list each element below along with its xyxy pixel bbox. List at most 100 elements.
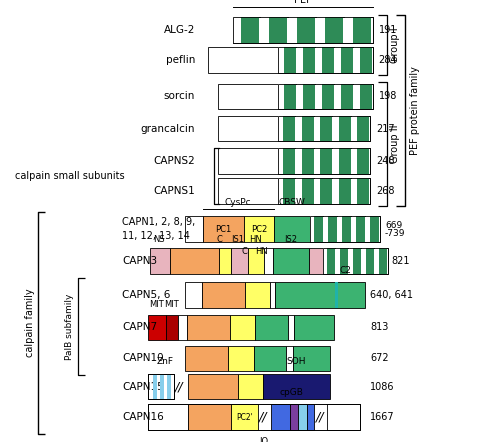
Bar: [232, 17, 372, 43]
Bar: [166, 315, 178, 340]
Bar: [310, 216, 314, 242]
Bar: [344, 17, 354, 43]
Bar: [278, 84, 372, 109]
Text: cpGB: cpGB: [280, 388, 303, 397]
Bar: [360, 84, 372, 109]
Bar: [322, 248, 388, 274]
Bar: [334, 84, 340, 109]
Bar: [302, 116, 314, 141]
Bar: [288, 17, 298, 43]
Text: CysPc: CysPc: [225, 198, 252, 207]
Bar: [187, 315, 230, 340]
Bar: [284, 178, 295, 204]
Bar: [286, 346, 292, 371]
Text: 821: 821: [392, 256, 410, 266]
Bar: [314, 216, 324, 242]
Bar: [340, 248, 348, 274]
Text: CAPN10: CAPN10: [122, 354, 164, 363]
Bar: [326, 404, 360, 430]
Bar: [284, 116, 295, 141]
Bar: [148, 373, 174, 400]
Bar: [310, 216, 380, 242]
Bar: [260, 17, 270, 43]
Text: HN: HN: [256, 247, 268, 256]
Bar: [339, 148, 350, 174]
Text: CBSW: CBSW: [278, 198, 305, 207]
Bar: [278, 178, 283, 204]
Bar: [278, 116, 283, 141]
Text: 198: 198: [378, 91, 397, 101]
Bar: [352, 248, 361, 274]
Bar: [244, 216, 274, 242]
Text: C2: C2: [339, 266, 351, 275]
Bar: [245, 282, 270, 308]
Text: C: C: [241, 247, 247, 256]
Text: //: //: [175, 380, 183, 393]
Text: PC2: PC2: [251, 225, 267, 233]
Bar: [348, 248, 352, 274]
Bar: [202, 216, 244, 242]
Bar: [278, 47, 283, 73]
Bar: [188, 373, 238, 400]
Text: 813: 813: [370, 323, 388, 332]
Text: grancalcin: grancalcin: [140, 124, 195, 133]
Text: CAPN5, 6: CAPN5, 6: [122, 290, 171, 300]
Text: //: //: [316, 411, 324, 423]
Bar: [296, 47, 302, 73]
Text: ALG-2: ALG-2: [164, 25, 195, 35]
Text: 1086: 1086: [370, 381, 394, 392]
Bar: [148, 404, 188, 430]
Text: Group II: Group II: [390, 124, 400, 163]
Text: sorcin: sorcin: [164, 91, 195, 101]
Bar: [148, 404, 360, 430]
Bar: [218, 148, 278, 174]
Bar: [352, 216, 356, 242]
Bar: [352, 148, 358, 174]
Bar: [278, 178, 370, 204]
Bar: [302, 84, 314, 109]
Text: 1667: 1667: [370, 412, 394, 422]
Bar: [302, 47, 314, 73]
Bar: [352, 178, 358, 204]
Bar: [185, 346, 228, 371]
Bar: [292, 346, 330, 371]
Bar: [326, 248, 335, 274]
Bar: [150, 248, 170, 274]
Bar: [264, 248, 272, 274]
Text: calpain small subunits: calpain small subunits: [15, 171, 124, 181]
Bar: [275, 282, 365, 308]
Bar: [314, 116, 320, 141]
Bar: [316, 84, 322, 109]
Bar: [358, 178, 369, 204]
Text: CAPN1, 2, 8, 9,: CAPN1, 2, 8, 9,: [122, 217, 196, 227]
Bar: [314, 178, 320, 204]
Text: NS: NS: [153, 235, 165, 244]
Bar: [219, 248, 231, 274]
Bar: [356, 216, 366, 242]
Bar: [218, 116, 278, 141]
Bar: [278, 148, 283, 174]
Bar: [296, 178, 302, 204]
Bar: [152, 373, 157, 400]
Bar: [314, 148, 320, 174]
Text: //: //: [259, 411, 268, 423]
Bar: [294, 315, 334, 340]
Text: 191: 191: [378, 25, 397, 35]
Bar: [360, 47, 372, 73]
Bar: [338, 216, 342, 242]
Bar: [358, 116, 369, 141]
Bar: [263, 373, 330, 400]
Text: MIT: MIT: [164, 300, 179, 309]
Text: IQ: IQ: [259, 437, 268, 442]
Bar: [320, 116, 332, 141]
Text: PC2': PC2': [236, 412, 252, 422]
Bar: [296, 148, 302, 174]
Text: PC1: PC1: [215, 225, 232, 233]
Bar: [320, 148, 332, 174]
Text: 268: 268: [376, 186, 394, 196]
Text: 217: 217: [376, 124, 394, 133]
Bar: [354, 47, 360, 73]
Bar: [366, 216, 370, 242]
Bar: [284, 84, 296, 109]
Bar: [333, 116, 339, 141]
